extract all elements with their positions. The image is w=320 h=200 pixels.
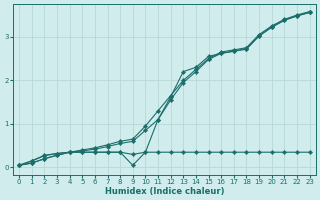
X-axis label: Humidex (Indice chaleur): Humidex (Indice chaleur) <box>105 187 224 196</box>
